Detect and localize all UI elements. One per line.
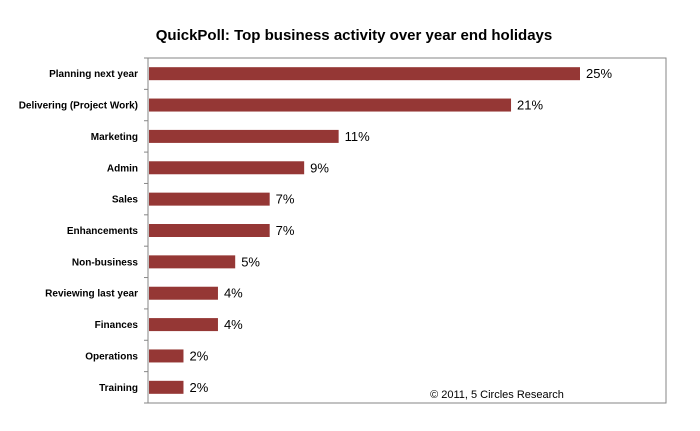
data-label: 9% [310, 160, 329, 175]
value-labels: 25% 21% 11% 9% 7% 7% 5% 4% 4% 2% 2% [189, 66, 612, 395]
category-label: Enhancements [67, 226, 139, 237]
bar [149, 67, 580, 81]
category-label: Finances [95, 320, 139, 331]
bar [149, 380, 184, 394]
bar [149, 255, 236, 269]
copyright-footnote: © 2011, 5 Circles Research [430, 389, 564, 401]
bar [149, 318, 218, 332]
bar [149, 161, 305, 175]
category-label: Non-business [72, 257, 139, 268]
data-label: 5% [241, 254, 260, 269]
bar [149, 286, 218, 300]
data-label: 21% [517, 98, 543, 113]
category-label: Training [99, 383, 138, 394]
plot-frame [144, 57, 667, 404]
category-labels: Planning next year Delivering (Project Wo… [19, 69, 139, 394]
data-label: 7% [276, 192, 295, 207]
data-label: 4% [224, 286, 243, 301]
category-label: Admin [107, 163, 138, 174]
category-label: Marketing [91, 132, 138, 143]
data-label: 7% [276, 223, 295, 238]
bar [149, 349, 184, 363]
bar [149, 98, 512, 112]
data-label: 2% [189, 348, 208, 363]
category-label: Sales [112, 195, 139, 206]
plot-area-border [147, 57, 667, 404]
data-label: 4% [224, 317, 243, 332]
chart-title: QuickPoll: Top business activity over ye… [156, 27, 553, 44]
data-label: 2% [189, 380, 208, 395]
bar [149, 129, 339, 143]
category-label: Operations [85, 351, 138, 362]
bars [149, 67, 580, 394]
data-label: 11% [345, 129, 370, 144]
category-label: Reviewing last year [45, 289, 138, 300]
bar [149, 192, 270, 206]
category-label: Planning next year [49, 69, 138, 80]
data-label: 25% [586, 66, 612, 81]
category-label: Delivering (Project Work) [19, 101, 138, 112]
bar [149, 224, 270, 237]
